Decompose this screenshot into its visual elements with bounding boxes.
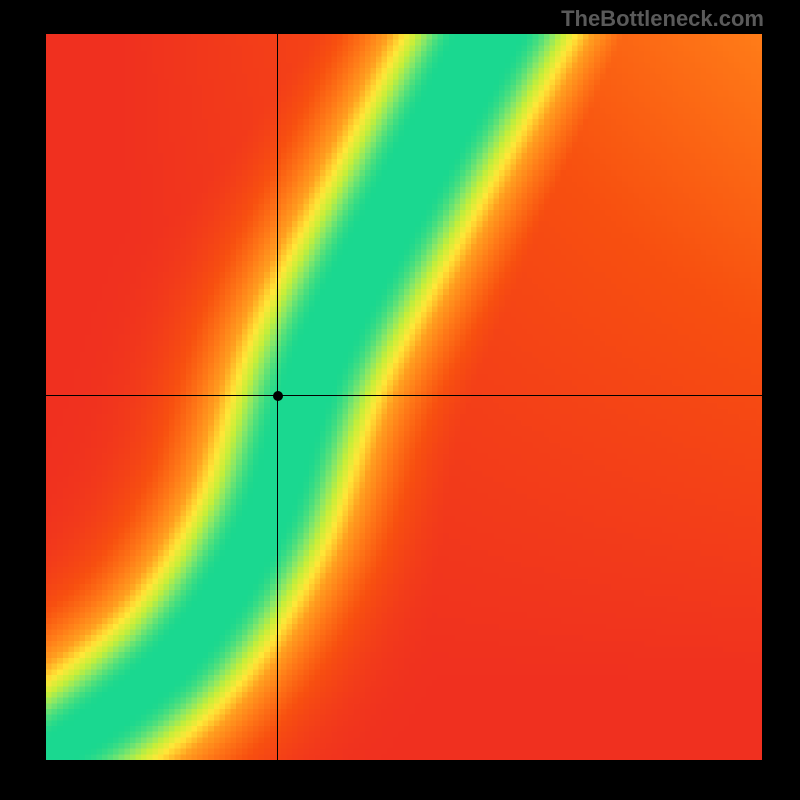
watermark-text: TheBottleneck.com xyxy=(561,6,764,32)
chart-container: TheBottleneck.com xyxy=(0,0,800,800)
bottleneck-heatmap xyxy=(46,34,762,760)
